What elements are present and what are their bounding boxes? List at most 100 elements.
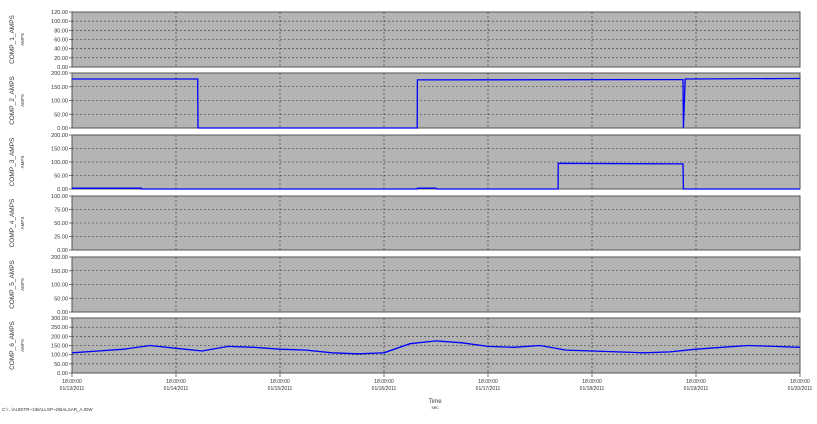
y-axis-label: COMP_2_AMPS bbox=[9, 75, 16, 124]
x-axis: 18:00:0001/13/201118:00:0001/14/201118:0… bbox=[60, 373, 813, 410]
y-tick-label: 200.00 bbox=[51, 334, 68, 340]
y-tick-label: 50.00 bbox=[54, 221, 68, 227]
y-axis-unit: AMPS bbox=[20, 278, 25, 291]
data-point bbox=[71, 352, 73, 354]
data-point bbox=[461, 342, 463, 344]
y-axis-label: COMP_6_AMPS bbox=[9, 320, 16, 369]
y-axis-unit: AMPS bbox=[20, 217, 25, 230]
y-axis-unit: AMPS bbox=[20, 33, 25, 46]
x-tick-time: 18:00:00 bbox=[374, 379, 394, 385]
y-tick-label: 200.00 bbox=[51, 71, 68, 77]
y-axis-label: COMP_5_AMPS bbox=[9, 259, 16, 308]
x-tick-date: 01/15/2011 bbox=[268, 386, 293, 392]
x-tick-time: 18:00:00 bbox=[62, 379, 82, 385]
y-axis-unit: AMPS bbox=[20, 94, 25, 107]
data-point bbox=[331, 352, 333, 354]
y-tick-label: 300.00 bbox=[51, 316, 68, 322]
y-tick-label: 50.00 bbox=[54, 174, 68, 180]
data-point bbox=[197, 100, 199, 101]
data-point bbox=[747, 345, 749, 346]
y-tick-label: 150.00 bbox=[51, 269, 68, 275]
panel-5: 0.00 50.00 100.00 150.00 200.00 COMP_5_AMPS AM… bbox=[9, 255, 801, 316]
x-tick-time: 18:00:00 bbox=[790, 379, 810, 385]
series-line bbox=[72, 77, 801, 129]
data-point bbox=[557, 162, 559, 164]
x-tick-time: 18:00:00 bbox=[166, 379, 186, 385]
x-tick-date: 01/16/2011 bbox=[372, 386, 397, 392]
y-tick-label: 150.00 bbox=[51, 344, 68, 350]
y-tick-label: 75.00 bbox=[54, 208, 68, 214]
data-point bbox=[669, 351, 671, 353]
x-tick-date: 01/20/2011 bbox=[788, 386, 813, 392]
data-point bbox=[799, 78, 801, 79]
data-point bbox=[305, 349, 307, 351]
data-point bbox=[279, 348, 281, 350]
y-tick-label: 150.00 bbox=[51, 147, 68, 153]
data-point bbox=[799, 346, 801, 348]
data-point bbox=[227, 346, 229, 347]
data-point bbox=[383, 352, 385, 354]
x-tick-time: 18:00:00 bbox=[270, 379, 290, 385]
y-tick-label: 100.00 bbox=[51, 19, 68, 25]
y-tick-label: 0.00 bbox=[57, 310, 68, 316]
data-point bbox=[357, 353, 359, 355]
data-point bbox=[409, 343, 411, 345]
x-tick-date: 01/17/2011 bbox=[476, 386, 501, 392]
data-point bbox=[591, 350, 593, 352]
x-tick-date: 01/13/2011 bbox=[60, 386, 85, 392]
data-point bbox=[416, 127, 418, 129]
y-tick-label: 250.00 bbox=[51, 325, 68, 331]
data-point bbox=[141, 188, 143, 190]
y-axis-label: COMP_1_AMPS bbox=[9, 14, 16, 63]
file-path: C:\...\AUDITR~1\BALLSP~2\BALSAR_A.IDW bbox=[2, 407, 93, 412]
data-point bbox=[487, 346, 489, 347]
data-point bbox=[565, 349, 567, 351]
data-point bbox=[71, 187, 73, 189]
y-tick-label: 120.00 bbox=[51, 10, 68, 16]
data-point bbox=[416, 187, 418, 189]
y-tick-label: 80.00 bbox=[54, 28, 68, 34]
data-point bbox=[557, 188, 559, 190]
data-point bbox=[682, 127, 684, 129]
y-tick-label: 0.00 bbox=[57, 187, 68, 193]
y-tick-label: 0.00 bbox=[57, 65, 68, 71]
y-axis-label: COMP_4_AMPS bbox=[9, 198, 16, 247]
data-point bbox=[97, 350, 99, 352]
x-tick-date: 01/19/2011 bbox=[684, 386, 709, 392]
y-tick-label: 100.00 bbox=[51, 283, 68, 289]
panel-4: 0.00 25.00 50.00 75.00 100.00 COMP_4_AMPS AMPS bbox=[9, 194, 801, 254]
data-point bbox=[435, 340, 437, 342]
data-point bbox=[416, 188, 418, 190]
y-tick-label: 0.00 bbox=[57, 126, 68, 132]
data-point bbox=[71, 78, 73, 80]
data-point bbox=[253, 346, 255, 348]
data-point bbox=[539, 345, 541, 346]
data-point bbox=[197, 78, 199, 80]
panel-3: 0.00 50.00 100.00 150.00 200.00 COMP_3_AMPS AM… bbox=[9, 133, 801, 193]
y-tick-label: 60.00 bbox=[54, 38, 68, 44]
panel-6: 0.00 50.00 100.00 150.00 200.00 250.00 300.00 C… bbox=[9, 316, 801, 377]
y-tick-label: 20.00 bbox=[54, 56, 68, 62]
data-point bbox=[197, 127, 199, 129]
y-tick-label: 50.00 bbox=[54, 296, 68, 302]
data-point bbox=[435, 187, 437, 189]
data-point bbox=[799, 188, 801, 190]
data-point bbox=[416, 79, 418, 81]
panel-1: 0.00 20.00 40.00 60.00 80.00 100.00 120.00 COMP… bbox=[9, 10, 801, 71]
y-tick-label: 40.00 bbox=[54, 47, 68, 53]
data-point bbox=[123, 348, 125, 350]
data-point bbox=[149, 345, 151, 346]
y-tick-label: 25.00 bbox=[54, 235, 68, 241]
y-axis-unit: AMPS bbox=[20, 339, 25, 352]
data-point bbox=[682, 163, 684, 165]
y-axis-unit: AMPS bbox=[20, 156, 25, 169]
data-point bbox=[201, 350, 203, 352]
y-tick-label: 50.00 bbox=[54, 112, 68, 118]
data-point bbox=[435, 188, 437, 190]
y-tick-label: 0.00 bbox=[57, 371, 68, 377]
y-tick-label: 100.00 bbox=[51, 160, 68, 166]
x-tick-time: 18:00:00 bbox=[478, 379, 498, 385]
data-point bbox=[773, 346, 775, 347]
y-axis-label: COMP_3_AMPS bbox=[9, 137, 16, 186]
